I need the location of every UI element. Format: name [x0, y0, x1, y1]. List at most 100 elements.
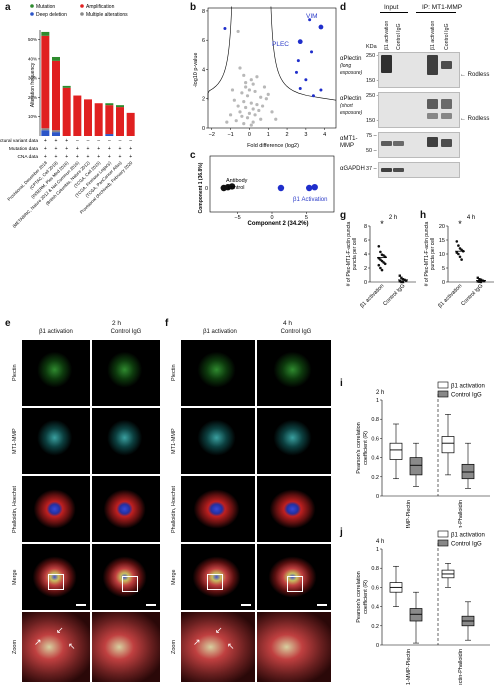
- g-pt-0-10: [377, 263, 381, 267]
- panel_f-image-4-0: ↗ ↙ ↖: [181, 612, 255, 682]
- a-track-mark-1-6: +: [108, 146, 111, 152]
- d-band-3-0: [381, 168, 392, 172]
- a-legend-dot-2: [30, 12, 34, 16]
- panel_e-image-3-0: [22, 544, 90, 610]
- h-xlabel-1: Control IgG: [460, 283, 484, 307]
- a-track-mark-1-1: +: [55, 146, 58, 152]
- f-col-2: Control IgG: [280, 329, 312, 335]
- panel-label-d: d: [340, 2, 347, 13]
- panel_f-zoom-arrow-0: ↗: [193, 638, 201, 648]
- a-track-mark-0-2: +: [65, 138, 68, 144]
- a-track-mark-0-4: –: [87, 138, 90, 144]
- i-box-1-0: [441, 436, 455, 454]
- panel_e-image-1-1: [92, 408, 160, 474]
- h-xlabel-0: β1 activation: [437, 283, 463, 309]
- panel_f-zoom-box-0: [207, 574, 223, 590]
- panel-h-chart: 4 h 0 5 10 15 20 # of Plec-MT1-F-actin puncta p…: [424, 215, 494, 309]
- a-yticklabel-4: 50%: [28, 37, 37, 42]
- i-xlabel-0: MT1-MMP-Plectin: [406, 500, 412, 528]
- e-time: 2 h: [112, 320, 122, 327]
- c-xticklabel-2: 5: [305, 215, 308, 221]
- panel_e-row-label-4: Zoom: [12, 639, 18, 655]
- d-header-input: Input: [384, 4, 399, 11]
- j-xlabel-0: MT1-MMP-Plectin: [406, 649, 412, 685]
- c-yticklabel-0: 0: [205, 186, 208, 192]
- a-bar-1-deep-deletion: [52, 132, 60, 136]
- c-xticklabel-1: 0: [270, 215, 273, 221]
- a-track-mark-2-6: +: [108, 154, 111, 160]
- panel_e-image-3-1: [92, 544, 160, 610]
- b-point-bg-34: [228, 113, 233, 117]
- b-point-bg-11: [259, 95, 263, 99]
- a-track-mark-0-3: –: [76, 138, 79, 144]
- b-point-hl-2: [310, 50, 314, 54]
- d-arrow-0: ← Rodless: [460, 72, 490, 78]
- d-row-label-0: αPlectin (long exposure): [340, 56, 370, 77]
- a-track-mark-2-2: +: [65, 154, 68, 160]
- b-point-bg-27: [234, 119, 238, 123]
- b-point-bg-20: [257, 108, 261, 113]
- b-point-hl-left: [223, 26, 227, 30]
- b-point-bg-12: [266, 92, 270, 96]
- d-row-exposure-0: (long exposure): [340, 63, 363, 76]
- g-sig: *: [380, 219, 384, 229]
- b-point-bg-17: [236, 104, 240, 108]
- b-point-hl-0: [318, 24, 324, 30]
- d-blot-3: [378, 162, 460, 178]
- g-yticklabel-0: 0: [364, 280, 367, 286]
- b-threshold-left: [207, 6, 232, 101]
- c-point-0-2: [228, 183, 236, 190]
- b-point-bg-21: [238, 110, 242, 114]
- d-blot-0: [378, 52, 460, 88]
- f-col-1: β1 activation: [203, 329, 237, 335]
- d-marker-0-0: 250 –: [366, 53, 380, 59]
- d-row-label-3: αGAPDH: [340, 166, 370, 173]
- h-pt-1-4: [483, 279, 486, 283]
- e-col-2: Control IgG: [110, 329, 142, 335]
- panel_e-row-label-1: MT1-MMP: [12, 428, 18, 454]
- d-row-antibody-3: αGAPDH: [340, 166, 365, 172]
- d-row-antibody-2: αMT1-MMP: [340, 136, 358, 149]
- c-frame: [209, 155, 335, 213]
- h-pt-1-0: [476, 276, 479, 279]
- b-point-hl-9: [296, 59, 300, 63]
- b-point-bg-30: [249, 123, 253, 127]
- j-title: 4 h: [376, 539, 384, 545]
- panel-label-c: c: [190, 150, 196, 161]
- b-yticklabel-1: 2: [202, 97, 205, 103]
- panel-i-boxplot: 2 h β1 activation Control IgG 0 0.2 0.4 0.6 0.8…: [356, 381, 490, 528]
- g-pt-1-5: [398, 280, 401, 283]
- j-yticklabel-5: 1: [376, 547, 379, 553]
- d-band-2-0: [381, 141, 392, 146]
- a-bar-1-mutation: [52, 56, 60, 61]
- h-ylabel-1: # of Plec-MT1-F-actin puncta: [424, 222, 430, 287]
- d-kda: KDa: [366, 44, 377, 50]
- panel_f-scalebar-1: [317, 604, 327, 606]
- h-pt-0-8: [460, 258, 463, 261]
- panel_f-image-2-1: [257, 476, 331, 542]
- b-yticklabel-0: 0: [202, 126, 205, 132]
- panel_f-image-2-0: [181, 476, 255, 542]
- b-yticklabel-3: 6: [202, 38, 205, 44]
- b-point-bg-16: [255, 102, 259, 107]
- a-track-label-1: Mutation data: [9, 146, 38, 152]
- g-pt-1-1: [400, 276, 403, 279]
- panel-label-f: f: [165, 318, 169, 329]
- c-point-1-0: [277, 184, 285, 192]
- panel-label-j: j: [340, 527, 343, 538]
- b-ann-plec: PLEC: [272, 41, 289, 48]
- d-marker-1-0: 250 –: [366, 93, 380, 99]
- b-xticklabel-6: 4: [323, 132, 326, 138]
- b-point-bg-10: [245, 94, 250, 98]
- g-ylabel-1: # of Plec-MT1-F-actin puncta: [346, 222, 352, 287]
- h-pt-1-6: [478, 280, 481, 283]
- b-point-bg-26: [259, 117, 263, 121]
- d-lane-label-1: Control IgG: [396, 23, 402, 50]
- b-frame: [207, 7, 337, 129]
- a-track-mark-1-3: +: [76, 146, 79, 152]
- g-pt-1-2: [401, 278, 405, 281]
- a-track-mark-2-5: +: [97, 154, 100, 160]
- h-pt-0-7: [458, 255, 462, 259]
- b-xticklabel-0: −2: [209, 132, 215, 138]
- h-yticklabel-0: 0: [442, 280, 445, 286]
